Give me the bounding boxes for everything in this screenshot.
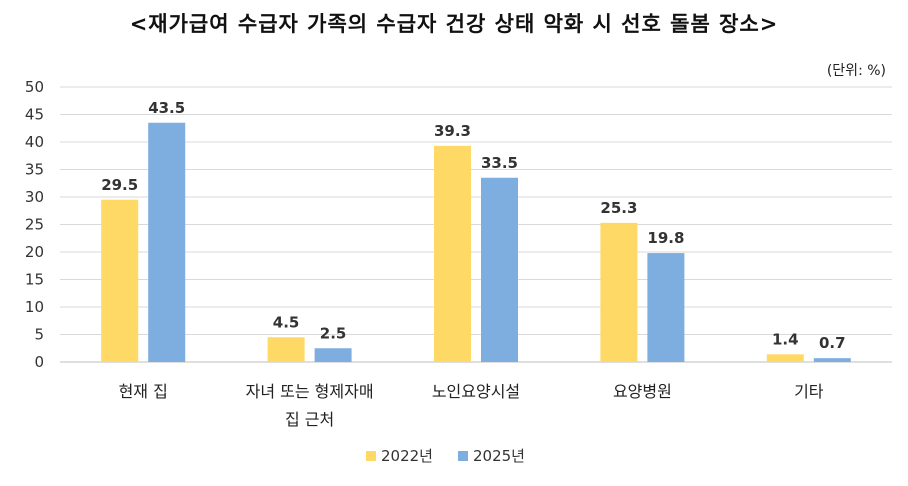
legend-label: 2025년 (473, 447, 525, 465)
chart-title: <재가급여 수급자 가족의 수급자 건강 상태 악화 시 선호 돌봄 장소> (129, 12, 779, 36)
data-label: 39.3 (434, 122, 471, 140)
x-category-label: 기타 (794, 382, 824, 401)
data-label: 19.8 (647, 229, 684, 247)
y-tick-label: 45 (25, 106, 44, 124)
data-label: 4.5 (273, 313, 300, 331)
data-label: 1.4 (772, 330, 799, 348)
bar (600, 222, 638, 362)
y-tick-label: 25 (25, 216, 44, 234)
data-label: 33.5 (481, 154, 518, 172)
bar (481, 177, 518, 362)
bar (766, 354, 804, 362)
unit-label: (단위: %) (826, 63, 886, 79)
y-tick-label: 0 (34, 353, 44, 371)
bar (148, 122, 186, 362)
x-category-label: 노인요양시설 (432, 382, 520, 401)
bar (647, 253, 685, 362)
x-category-label: 요양병원 (613, 382, 672, 401)
data-label: 2.5 (320, 324, 347, 342)
y-tick-label: 15 (25, 271, 44, 289)
legend-swatch (458, 451, 468, 461)
y-tick-label: 40 (25, 133, 44, 151)
data-label: 0.7 (819, 334, 846, 352)
data-label: 25.3 (600, 199, 637, 217)
bar (267, 337, 305, 362)
data-label: 29.5 (101, 176, 138, 194)
y-tick-label: 5 (34, 326, 44, 344)
y-tick-label: 30 (25, 188, 44, 206)
legend-swatch (366, 451, 376, 461)
x-category-label: 집 근처 (285, 410, 334, 429)
x-category-label: 자녀 또는 형제자매 (246, 382, 374, 401)
bar (813, 358, 851, 362)
y-tick-label: 10 (25, 298, 44, 316)
legend-label: 2022년 (381, 447, 433, 465)
bar (434, 145, 471, 362)
y-tick-label: 35 (25, 161, 44, 179)
x-category-label: 현재 집 (119, 382, 168, 401)
bar (101, 199, 139, 362)
data-label: 43.5 (148, 99, 185, 117)
y-tick-label: 50 (25, 78, 44, 96)
bar (314, 348, 352, 362)
y-tick-label: 20 (25, 243, 44, 261)
